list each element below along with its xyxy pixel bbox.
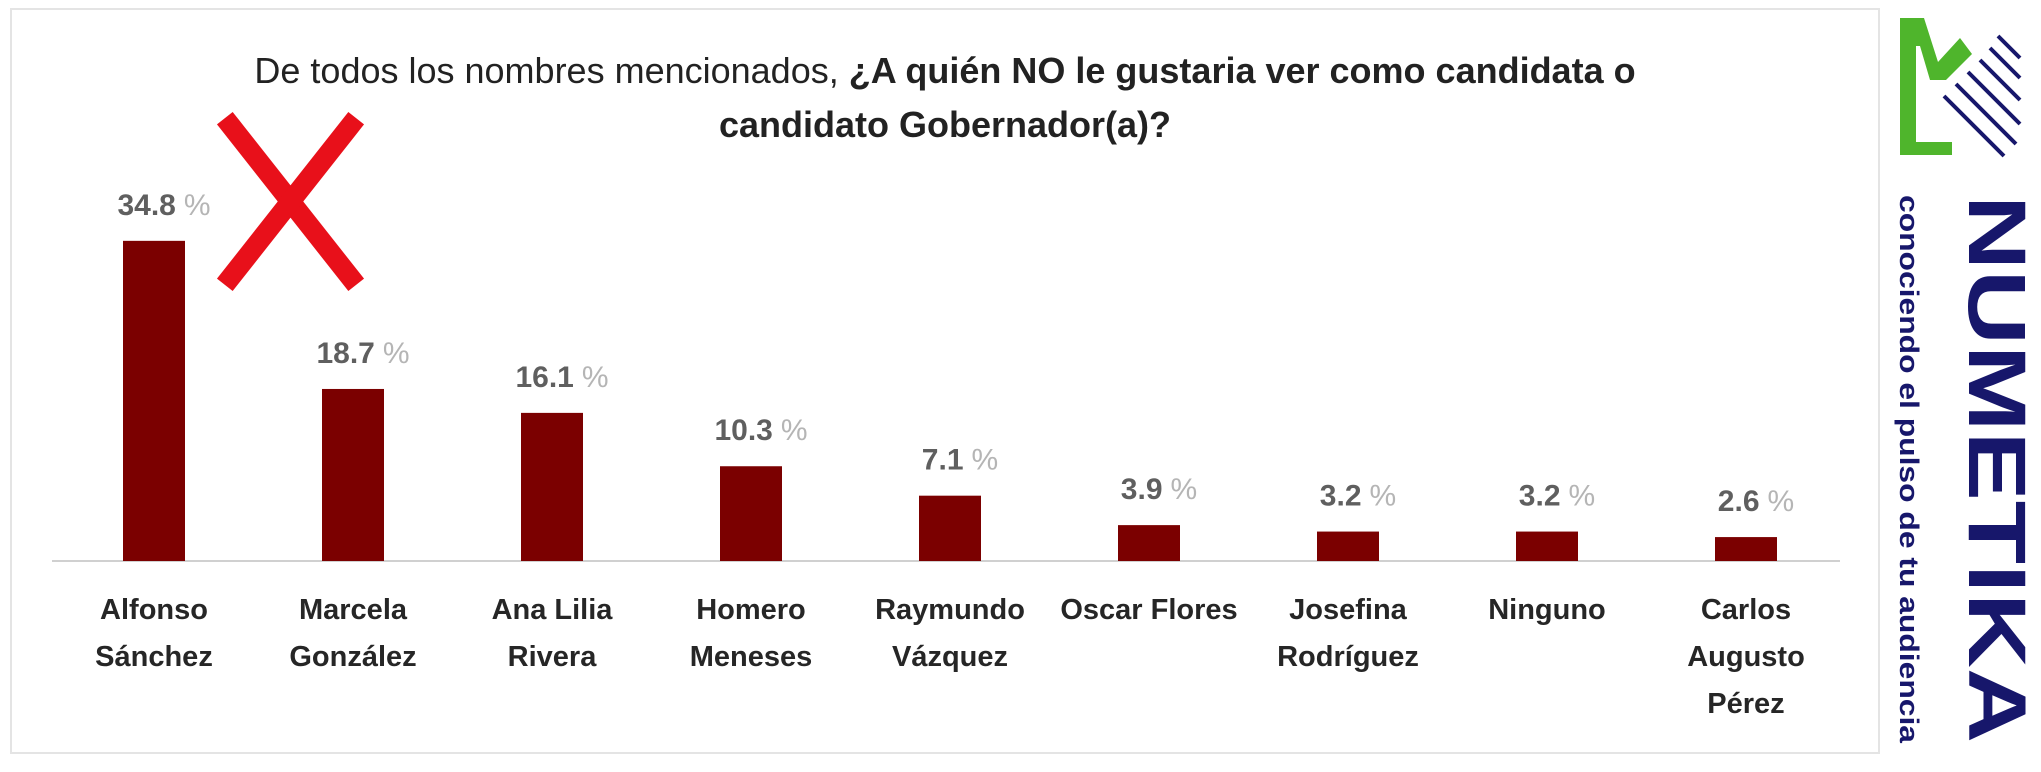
category-label-line: Sánchez — [95, 641, 213, 673]
bar — [1715, 537, 1777, 561]
data-label: 16.1% — [515, 361, 608, 394]
data-label-value: 34.8 — [117, 189, 175, 222]
chart-title: De todos los nombres mencionados, ¿A qui… — [12, 44, 1878, 152]
category-label: Carlos Augusto Pérez — [1687, 594, 1805, 720]
category-label: Josefina Rodríguez — [1277, 594, 1419, 673]
category-label: Homero Meneses — [690, 594, 813, 673]
chart-title-normal: De todos los nombres mencionados, — [254, 50, 839, 91]
data-label-unit: % — [582, 361, 609, 394]
bar — [919, 495, 981, 561]
brand-name: NUMETIKA — [1951, 195, 2041, 743]
category-label-line: Ninguno — [1488, 594, 1606, 626]
data-label-value: 3.2 — [1519, 480, 1561, 513]
chart-title-line-2: candidato Gobernador(a)? — [718, 104, 1172, 145]
bar-chart: 34.8 % Alfonso Sánchez 18.7 % Marcela González 1… — [52, 111, 1840, 720]
category-label: Ninguno — [1488, 594, 1606, 626]
category-label-line: González — [289, 641, 416, 673]
data-label-unit: % — [1569, 480, 1596, 513]
data-label-unit: % — [781, 414, 808, 447]
data-label: 7.1% — [922, 444, 998, 477]
bar — [1317, 531, 1379, 561]
data-label: 18.7% — [316, 337, 409, 370]
data-label-value: 2.6 — [1718, 485, 1760, 518]
data-label-value: 7.1 — [922, 444, 964, 477]
data-label-value: 3.2 — [1320, 480, 1362, 513]
category-label-line: Vázquez — [892, 641, 1008, 673]
data-label-unit: % — [383, 337, 410, 370]
data-label: 3.2% — [1519, 480, 1595, 513]
data-label-unit: % — [1370, 480, 1397, 513]
category-label-line: Rodríguez — [1277, 641, 1419, 673]
category-label-line: Marcela — [299, 594, 408, 626]
data-label: 3.9% — [1121, 473, 1197, 506]
data-label-unit: % — [1768, 485, 1795, 518]
numetika-logo: NUMETIKA conociendo el pulso de tu audie… — [1894, 18, 2041, 744]
category-label: Marcela González — [289, 594, 416, 673]
category-label-line: Augusto — [1687, 641, 1805, 673]
category-label-line: Homero — [696, 594, 806, 626]
bar — [322, 388, 384, 561]
brand-tagline: conociendo el pulso de tu audiencia — [1894, 195, 1924, 744]
category-label-line: Rivera — [508, 641, 598, 673]
data-label-value: 10.3 — [714, 414, 772, 447]
bar — [521, 412, 583, 561]
category-label-line: Carlos — [1701, 594, 1791, 626]
category-label: Ana Lilia Rivera — [492, 594, 614, 673]
data-label-unit: % — [184, 189, 211, 222]
data-label-value: 18.7 — [316, 337, 374, 370]
data-label-value: 3.9 — [1121, 473, 1163, 506]
data-label: 34.8% — [117, 189, 210, 222]
data-label: 2.6% — [1718, 485, 1794, 518]
category-label-line: Oscar Flores — [1060, 594, 1237, 626]
category-label-line: Pérez — [1707, 688, 1784, 720]
brand-area: NUMETIKA conociendo el pulso de tu audie… — [1886, 0, 2041, 772]
data-label-value: 16.1 — [515, 361, 573, 394]
category-label-line: Meneses — [690, 641, 813, 673]
data-label: 3.2% — [1320, 480, 1396, 513]
data-label-unit: % — [1171, 473, 1198, 506]
bar — [1516, 531, 1578, 561]
bar — [123, 240, 185, 561]
category-label: Raymundo Vázquez — [875, 594, 1025, 673]
red-cross-mark-icon — [216, 111, 365, 292]
category-label: Oscar Flores — [1060, 594, 1237, 626]
category-label-line: Alfonso — [100, 594, 208, 626]
chart-title-line-1: De todos los nombres mencionados, ¿A qui… — [12, 44, 1878, 98]
category-label-line: Josefina — [1289, 594, 1408, 626]
bar — [1118, 525, 1180, 561]
chart-panel: De todos los nombres mencionados, ¿A qui… — [10, 8, 1880, 754]
numetika-n-logo-icon — [1900, 18, 2022, 158]
data-label-unit: % — [972, 444, 999, 477]
bar — [720, 466, 782, 561]
category-label-line: Ana Lilia — [492, 594, 614, 626]
data-label: 10.3% — [714, 414, 807, 447]
chart-title-bold-1: ¿A quién NO le gustaria ver como candida… — [848, 50, 1636, 91]
category-label-line: Raymundo — [875, 594, 1025, 626]
category-label: Alfonso Sánchez — [95, 594, 213, 673]
